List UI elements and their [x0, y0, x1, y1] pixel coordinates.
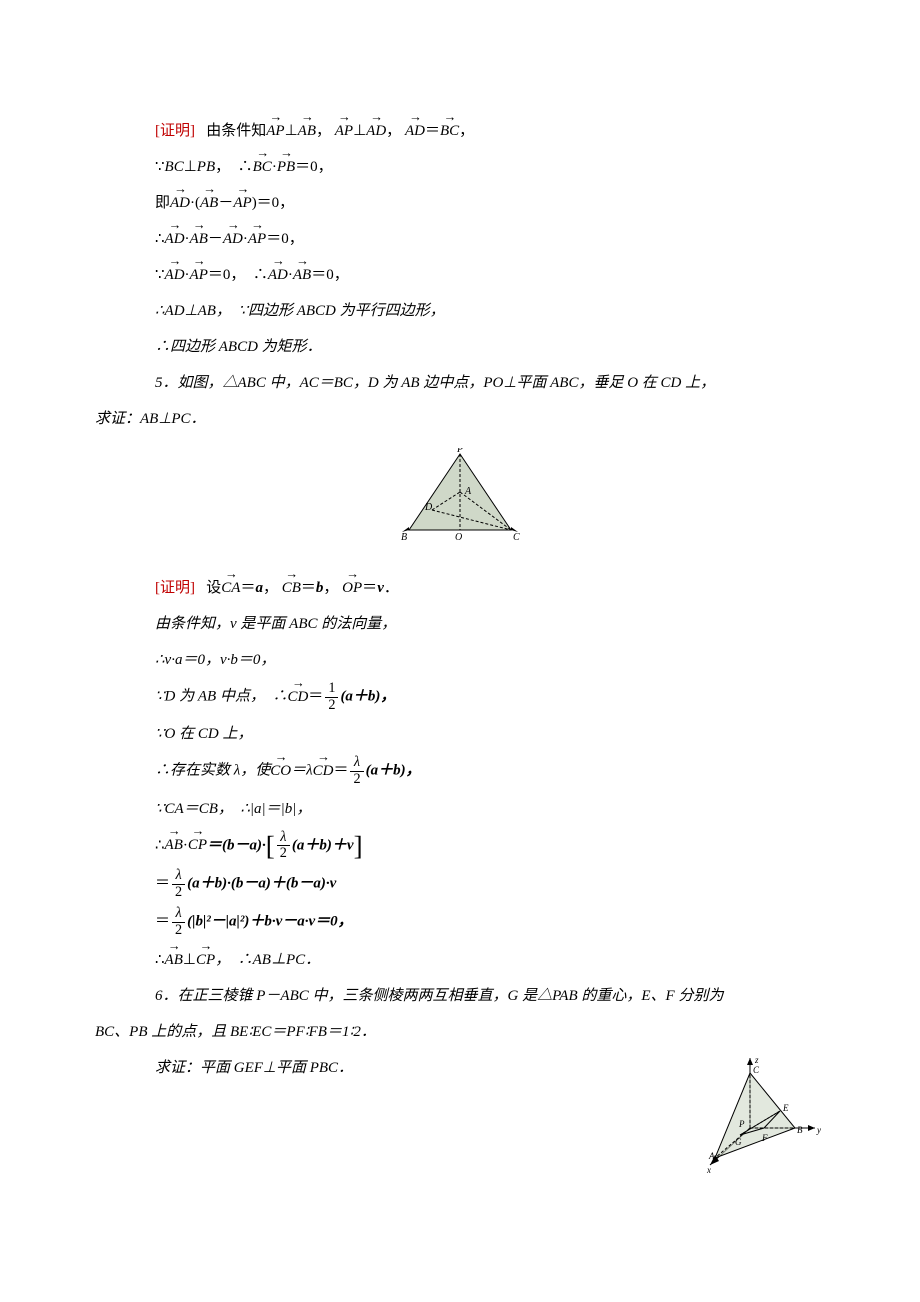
q5-line8: ∴AB·CP＝(b－a)·[λ2(a＋b)＋v] — [155, 830, 825, 862]
svg-text:G: G — [735, 1137, 742, 1147]
svg-text:z: z — [754, 1055, 759, 1065]
svg-text:y: y — [816, 1125, 821, 1135]
q5-stem1: 5．如图，△ABC 中，AC＝BC，D 为 AB 边中点，PO⊥平面 ABC，垂… — [155, 368, 825, 398]
proof-label: [证明] — [155, 123, 195, 139]
q6-stem1: 6．在正三棱锥 P－ABC 中，三条侧棱两两互相垂直，G 是△PAB 的重心，E… — [155, 981, 825, 1011]
proof1-line5: ∵AD·AP＝0， ∴AD·AB＝0， — [155, 260, 825, 290]
left-bracket-icon: [ — [266, 831, 275, 861]
q5-line5: ∵O 在 CD 上， — [155, 719, 825, 749]
svg-text:P: P — [738, 1119, 745, 1129]
q5-line2: 由条件知，v 是平面 ABC 的法向量， — [155, 609, 825, 639]
q6-figure: z y x C B A P G F E — [695, 1053, 825, 1184]
q5-line7: ∵CA＝CB， ∴|a|＝|b|， — [155, 794, 825, 824]
proof1-line7: ∴四边形 ABCD 为矩形． — [155, 332, 825, 362]
q5-line6: ∴存在实数 λ，使CO＝λCD＝λ2(a＋b)， — [155, 755, 825, 787]
q5-line3: ∴v·a＝0，v·b＝0， — [155, 645, 825, 675]
q6-stem2: BC、PB 上的点，且 BE∶EC＝PF∶FB＝1∶2． — [95, 1017, 825, 1047]
q5-figure: P A D B C O — [95, 448, 825, 559]
proof1-line6: ∴AD⊥AB， ∵四边形 ABCD 为平行四边形， — [155, 296, 825, 326]
svg-text:B: B — [797, 1125, 803, 1135]
svg-text:P: P — [456, 448, 463, 455]
q5-line11: ∴AB⊥CP， ∴AB⊥PC． — [155, 945, 825, 975]
svg-text:A: A — [708, 1151, 715, 1161]
q5-stem2: 求证：AB⊥PC． — [95, 404, 825, 434]
svg-text:C: C — [753, 1065, 760, 1075]
svg-text:E: E — [782, 1103, 789, 1113]
fraction: λ2 — [172, 868, 185, 900]
right-bracket-icon: ] — [354, 831, 363, 861]
q5-line1: [证明] 设CA＝a， CB＝b， OP＝v． — [155, 573, 825, 603]
fraction: λ2 — [277, 830, 290, 862]
svg-text:F: F — [761, 1133, 768, 1143]
proof-label: [证明] — [155, 580, 195, 596]
svg-text:x: x — [706, 1165, 711, 1173]
fraction: 12 — [325, 681, 338, 713]
fraction: λ2 — [350, 755, 363, 787]
proof1-line2: ∵BC⊥PB， ∴BC·PB＝0， — [155, 152, 825, 182]
q5-line10: ＝λ2(|b|²－|a|²)＋b·v－a·v＝0， — [155, 906, 825, 938]
svg-text:D: D — [424, 502, 433, 513]
q5-line9: ＝λ2(a＋b)·(b－a)＋(b－a)·v — [155, 868, 825, 900]
proof1-line4: ∴AD·AB－AD·AP＝0， — [155, 224, 825, 254]
svg-text:O: O — [455, 532, 462, 543]
page: [证明] 由条件知AP⊥AB， AP⊥AD， AD＝BC， ∵BC⊥PB， ∴B… — [0, 0, 920, 1224]
svg-text:B: B — [401, 532, 407, 543]
svg-text:C: C — [513, 532, 520, 543]
svg-text:A: A — [464, 486, 472, 497]
q5-line4: ∵D 为 AB 中点， ∴CD＝12(a＋b)， — [155, 681, 825, 713]
